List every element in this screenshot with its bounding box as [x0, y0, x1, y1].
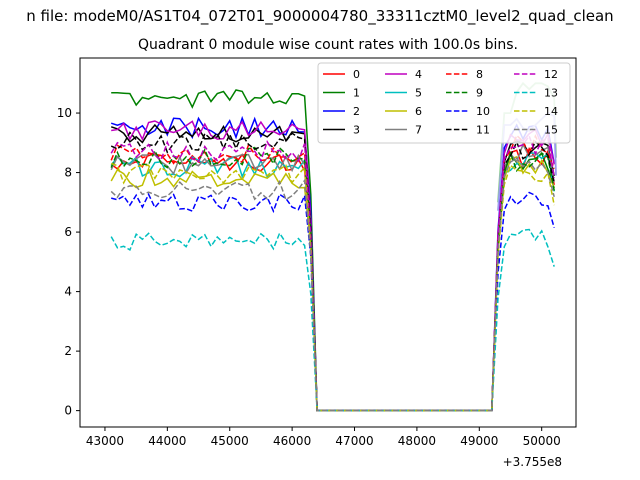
legend-label: 0 — [353, 68, 360, 81]
series-line-6 — [110, 155, 555, 412]
legend-item-14: 14 — [514, 105, 558, 118]
x-tick-label: 43000 — [86, 434, 124, 448]
x-tick-label: 46000 — [273, 434, 311, 448]
plot-area — [110, 81, 557, 412]
legend-label: 10 — [476, 105, 490, 118]
legend-item-5: 5 — [385, 87, 422, 100]
legend-item-9: 9 — [446, 87, 483, 100]
x-tick: 46000 — [273, 427, 311, 448]
legend-box — [317, 62, 571, 144]
legend-label: 9 — [476, 87, 483, 100]
series-line-1 — [111, 89, 555, 412]
legend-item-2: 2 — [323, 105, 360, 118]
x-tick: 43000 — [86, 427, 124, 448]
legend-item-12: 12 — [514, 68, 558, 81]
legend-item-7: 7 — [385, 124, 422, 137]
y-tick: 6 — [64, 225, 80, 239]
legend-label: 14 — [544, 105, 558, 118]
y-tick: 4 — [64, 285, 80, 299]
series-line-9 — [110, 146, 555, 412]
x-tick-label: 45000 — [211, 434, 249, 448]
y-tick: 2 — [64, 344, 80, 358]
x-axis: 43000 44000 45000 46000 47000 48000 49000 50000 — [86, 427, 561, 448]
x-tick-label: 48000 — [398, 434, 436, 448]
x-tick: 44000 — [148, 427, 186, 448]
axes-frame — [79, 57, 577, 428]
series-line-0 — [110, 146, 555, 412]
legend-label: 1 — [353, 87, 360, 100]
x-offset-text: +3.755e8 — [503, 455, 562, 469]
series-line-7 — [110, 142, 555, 412]
series-line-14 — [110, 162, 555, 412]
y-tick-label: 0 — [64, 404, 72, 418]
y-tick-label: 10 — [57, 106, 72, 120]
legend-label: 6 — [415, 105, 422, 118]
x-tick-label: 47000 — [335, 434, 373, 448]
series-line-15 — [110, 157, 555, 412]
x-tick-label: 44000 — [148, 434, 186, 448]
x-tick: 45000 — [211, 427, 249, 448]
series-line-10 — [111, 191, 555, 412]
legend-label: 11 — [476, 124, 490, 137]
series-line-13 — [110, 228, 555, 412]
legend-item-8: 8 — [446, 68, 483, 81]
legend-label: 3 — [353, 124, 360, 137]
legend-item-3: 3 — [323, 124, 360, 137]
legend-label: 12 — [544, 68, 558, 81]
x-tick: 49000 — [460, 427, 498, 448]
legend-item-15: 15 — [514, 124, 558, 137]
chart-title: Quadrant 0 module wise count rates with … — [138, 37, 518, 53]
y-tick-label: 4 — [64, 285, 72, 299]
x-tick-label: 49000 — [460, 434, 498, 448]
suptitle: n file: modeM0/AS1T04_072T01_9000004780_… — [26, 7, 613, 26]
series-line-8 — [110, 134, 555, 412]
legend-item-6: 6 — [385, 105, 422, 118]
y-tick-label: 6 — [64, 225, 72, 239]
series-line-5 — [110, 152, 555, 412]
legend-item-0: 0 — [323, 68, 360, 81]
legend-label: 7 — [415, 124, 422, 137]
x-tick: 47000 — [335, 427, 374, 448]
x-tick-label: 50000 — [523, 434, 561, 448]
legend-label: 15 — [544, 124, 558, 137]
legend-item-13: 13 — [514, 87, 558, 100]
legend-item-4: 4 — [385, 68, 422, 81]
legend-label: 8 — [476, 68, 483, 81]
y-tick: 10 — [57, 106, 80, 120]
y-tick: 8 — [64, 166, 80, 180]
legend-label: 5 — [415, 87, 422, 100]
legend-label: 2 — [353, 105, 360, 118]
legend-item-10: 10 — [446, 105, 490, 118]
series-line-3 — [110, 123, 555, 412]
y-axis: 0 2 4 6 8 10 — [57, 106, 80, 418]
y-tick-label: 2 — [64, 344, 72, 358]
series-line-12 — [110, 134, 555, 412]
x-tick: 48000 — [398, 427, 436, 448]
y-tick: 0 — [64, 404, 80, 418]
x-tick: 50000 — [523, 427, 561, 448]
legend-item-1: 1 — [323, 87, 360, 100]
legend-label: 4 — [415, 68, 422, 81]
legend-item-11: 11 — [446, 124, 490, 137]
legend-label: 13 — [544, 87, 558, 100]
series-line-11 — [110, 131, 555, 412]
y-tick-label: 8 — [64, 166, 72, 180]
